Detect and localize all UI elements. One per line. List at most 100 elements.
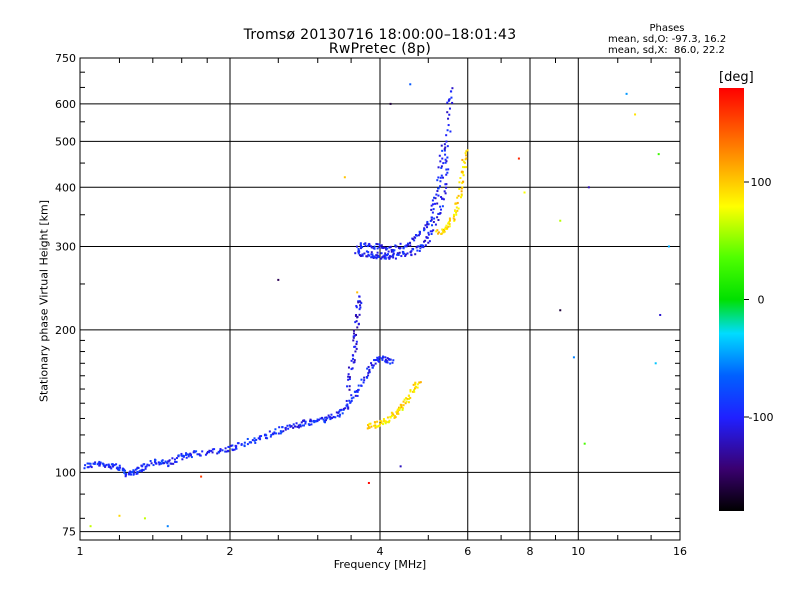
echo-point bbox=[444, 153, 447, 156]
echo-point bbox=[385, 420, 388, 423]
echo-point bbox=[181, 455, 184, 458]
echo-point bbox=[324, 416, 327, 419]
echo-point bbox=[400, 406, 403, 409]
echo-point bbox=[352, 332, 355, 335]
echo-point bbox=[378, 243, 381, 246]
echo-point bbox=[634, 113, 637, 116]
echo-point bbox=[166, 525, 169, 528]
echo-point bbox=[101, 462, 104, 465]
echo-point bbox=[327, 414, 330, 417]
echo-point bbox=[377, 360, 380, 363]
echo-point bbox=[406, 244, 409, 247]
echo-point bbox=[440, 166, 443, 169]
echo-point bbox=[456, 196, 459, 199]
echo-point bbox=[434, 197, 437, 200]
echo-point bbox=[275, 432, 278, 435]
echo-point bbox=[432, 208, 435, 211]
echo-point bbox=[400, 404, 403, 407]
echo-point bbox=[405, 245, 408, 248]
echo-point bbox=[363, 243, 366, 246]
echo-point bbox=[426, 226, 429, 229]
echo-point bbox=[426, 223, 429, 226]
echo-point bbox=[393, 249, 396, 252]
echo-point bbox=[357, 384, 360, 387]
echo-point bbox=[395, 245, 398, 248]
echo-point bbox=[410, 253, 413, 256]
echo-point bbox=[414, 385, 417, 388]
echo-point bbox=[107, 463, 110, 466]
colorbar-tick-label: 100 bbox=[751, 176, 772, 189]
echo-point bbox=[235, 445, 238, 448]
echo-point bbox=[370, 364, 373, 367]
echo-point bbox=[154, 459, 157, 462]
echo-point bbox=[416, 249, 419, 252]
echo-point bbox=[460, 187, 463, 190]
echo-point bbox=[391, 361, 394, 364]
echo-point bbox=[342, 407, 345, 410]
echo-point bbox=[384, 356, 387, 359]
echo-point bbox=[434, 223, 437, 226]
echo-point bbox=[438, 154, 441, 157]
echo-point bbox=[331, 416, 334, 419]
echo-point bbox=[384, 360, 387, 363]
echo-point bbox=[432, 229, 435, 232]
echo-point bbox=[354, 394, 357, 397]
echo-point bbox=[559, 309, 562, 312]
echo-point bbox=[444, 183, 447, 186]
echo-point bbox=[268, 430, 271, 433]
echo-point bbox=[436, 202, 439, 205]
echo-point bbox=[304, 422, 307, 425]
echo-point bbox=[387, 421, 390, 424]
echo-point bbox=[400, 255, 403, 258]
echo-point bbox=[108, 464, 111, 467]
echo-point bbox=[422, 240, 425, 243]
echo-point bbox=[457, 207, 460, 210]
echo-point bbox=[370, 256, 373, 259]
echo-point bbox=[350, 394, 353, 397]
echo-point bbox=[428, 240, 431, 243]
echo-point bbox=[422, 244, 425, 247]
echo-point bbox=[206, 450, 209, 453]
echo-point bbox=[356, 326, 359, 329]
echo-point bbox=[431, 230, 434, 233]
echo-point bbox=[390, 255, 393, 258]
echo-point bbox=[465, 150, 468, 153]
echo-point bbox=[345, 399, 348, 402]
echo-point bbox=[460, 190, 463, 193]
x-tick-label: 8 bbox=[527, 545, 534, 558]
echo-point bbox=[348, 378, 351, 381]
y-tick-label: 600 bbox=[55, 98, 76, 111]
echo-point bbox=[432, 220, 435, 223]
echo-point bbox=[391, 414, 394, 417]
echo-point bbox=[412, 390, 415, 393]
echo-point bbox=[363, 252, 366, 255]
echo-point bbox=[378, 246, 381, 249]
echo-point bbox=[412, 383, 415, 386]
echo-point bbox=[404, 254, 407, 257]
echo-point bbox=[97, 462, 100, 465]
echo-point bbox=[352, 396, 355, 399]
echo-point bbox=[347, 406, 350, 409]
echo-point bbox=[353, 359, 356, 362]
echo-point bbox=[348, 399, 351, 402]
echo-point bbox=[366, 367, 369, 370]
echo-point bbox=[142, 469, 145, 472]
echo-point bbox=[243, 444, 246, 447]
echo-point bbox=[431, 211, 434, 214]
echo-point bbox=[287, 427, 290, 430]
echo-point bbox=[448, 98, 451, 101]
echo-point bbox=[446, 171, 449, 174]
echo-point bbox=[427, 231, 430, 234]
echo-point bbox=[446, 129, 449, 132]
y-tick-label: 300 bbox=[55, 240, 76, 253]
echo-point bbox=[375, 257, 378, 260]
echo-point bbox=[430, 208, 433, 211]
echo-point bbox=[213, 448, 216, 451]
echo-point bbox=[430, 233, 433, 236]
echo-point bbox=[405, 253, 408, 256]
echo-point bbox=[443, 230, 446, 233]
echo-point bbox=[380, 420, 383, 423]
echo-point bbox=[440, 144, 443, 147]
echo-point bbox=[375, 425, 378, 428]
